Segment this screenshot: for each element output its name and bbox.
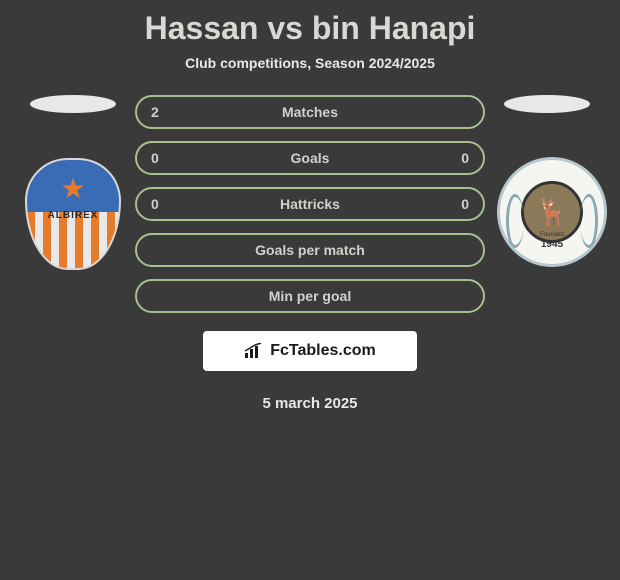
laurel-left-icon (506, 194, 524, 248)
stat-label: Goals (291, 150, 330, 166)
page-subtitle: Club competitions, Season 2024/2025 (0, 55, 620, 71)
star-icon: ★ (60, 172, 85, 205)
stat-label: Goals per match (255, 242, 365, 258)
stat-row-matches: 2 Matches (135, 95, 485, 129)
stat-label: Min per goal (269, 288, 351, 304)
founded-year: 1945 (541, 239, 563, 250)
stat-label: Matches (282, 104, 338, 120)
stat-left-value: 2 (151, 104, 159, 120)
shield-icon: ★ ALBIREX (25, 158, 121, 270)
right-side: 🦌 Founded 1945 (497, 95, 597, 271)
page-title: Hassan vs bin Hanapi (0, 10, 620, 47)
stat-row-goals: 0 Goals 0 (135, 141, 485, 175)
right-indicator-ellipse (504, 95, 590, 113)
stats-column: 2 Matches 0 Goals 0 0 Hattricks 0 Goals … (135, 95, 485, 313)
stat-row-gpm: Goals per match (135, 233, 485, 267)
left-club-badge: ★ ALBIREX (23, 157, 123, 271)
laurel-right-icon (580, 194, 598, 248)
stat-right-value: 0 (461, 196, 469, 212)
date-line: 5 march 2025 (0, 395, 620, 412)
main-row: ★ ALBIREX 2 Matches 0 Goals 0 0 Hattrick… (0, 95, 620, 313)
left-badge-text: ALBIREX (27, 210, 119, 221)
brand-text: FcTables.com (270, 342, 376, 360)
stat-left-value: 0 (151, 196, 159, 212)
comparison-card: Hassan vs bin Hanapi Club competitions, … (0, 0, 620, 422)
circle-badge-icon: 🦌 Founded 1945 (497, 157, 607, 267)
stat-row-mpg: Min per goal (135, 279, 485, 313)
left-side: ★ ALBIREX (23, 95, 123, 271)
bar-chart-icon (244, 343, 264, 359)
stat-row-hattricks: 0 Hattricks 0 (135, 187, 485, 221)
brand-box[interactable]: FcTables.com (203, 331, 417, 371)
founded-label: Founded (540, 232, 564, 238)
stat-label: Hattricks (280, 196, 340, 212)
right-club-badge: 🦌 Founded 1945 (497, 157, 597, 271)
stat-left-value: 0 (151, 150, 159, 166)
left-indicator-ellipse (30, 95, 116, 113)
stat-right-value: 0 (461, 150, 469, 166)
